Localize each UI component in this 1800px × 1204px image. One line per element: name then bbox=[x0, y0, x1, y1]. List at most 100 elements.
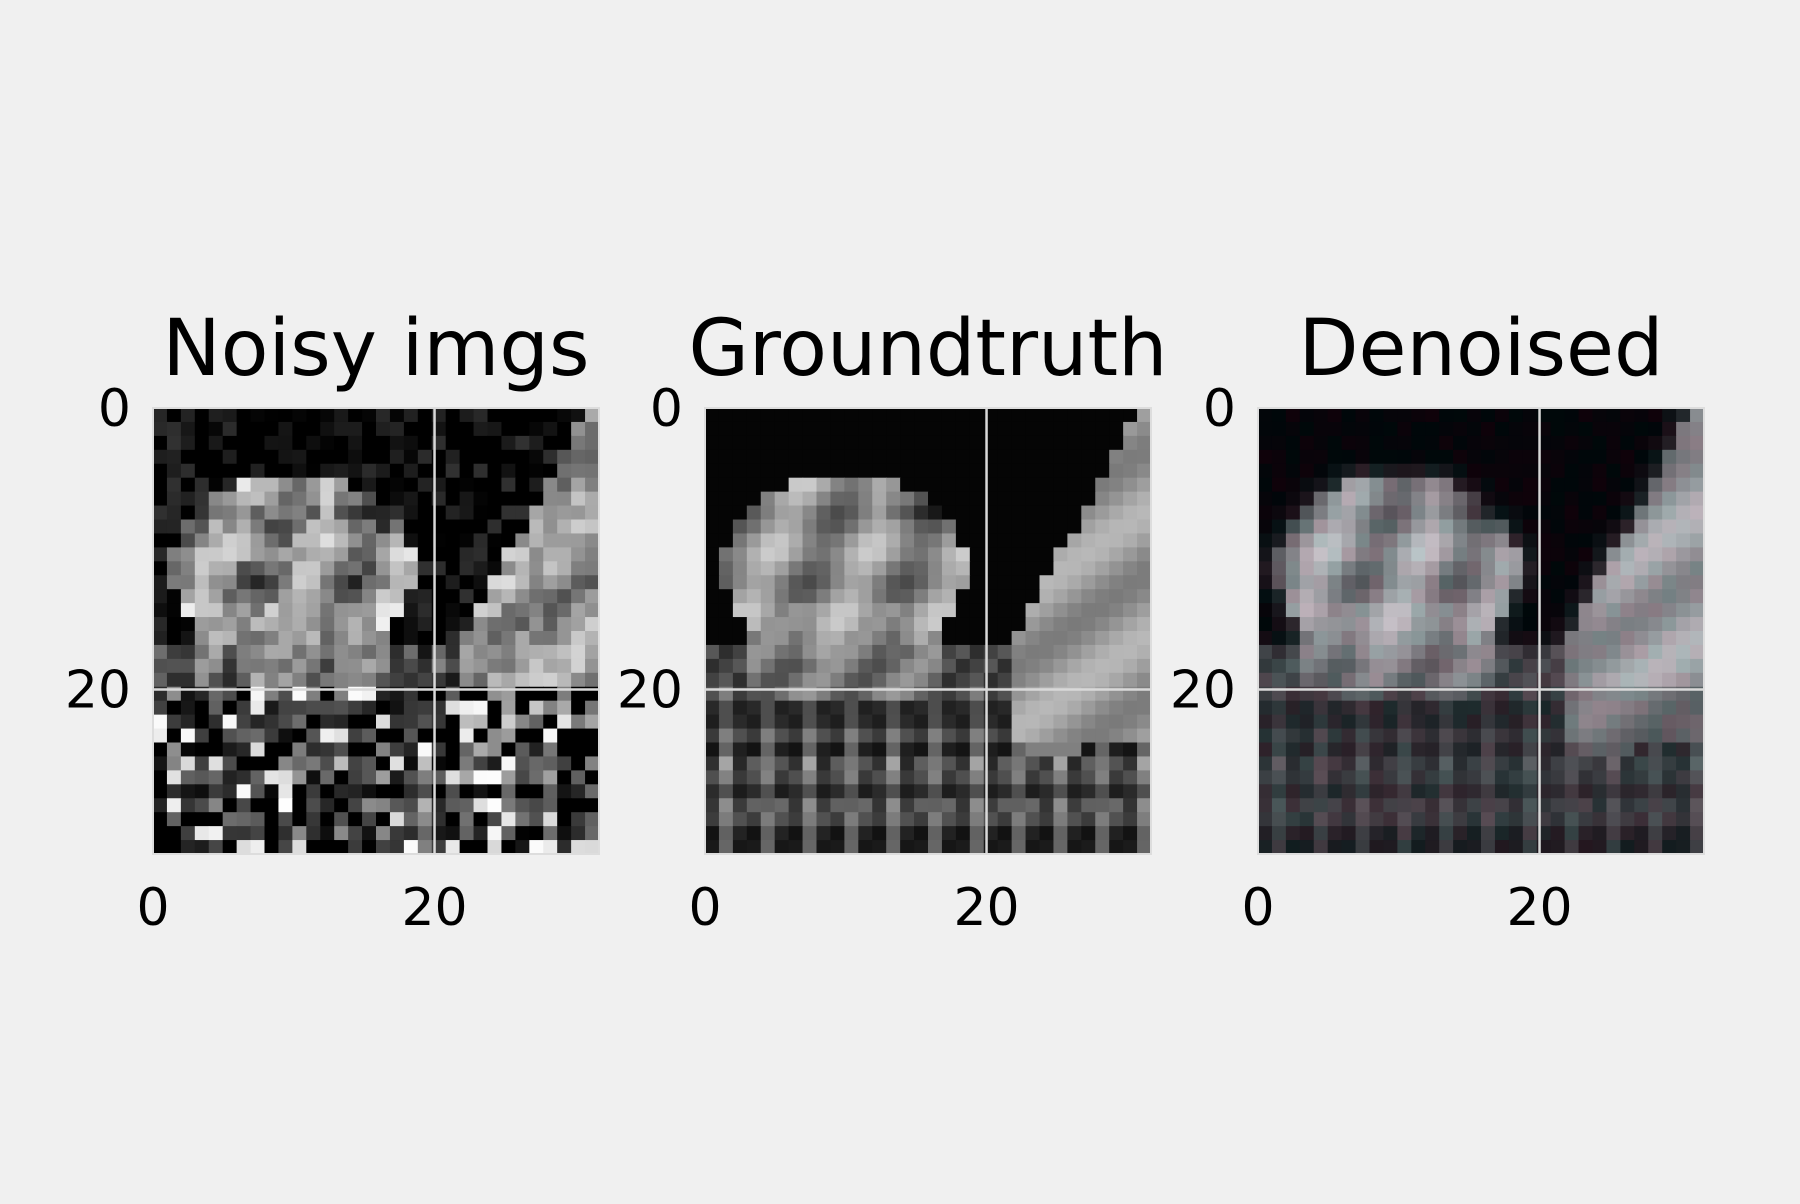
pixel bbox=[1081, 519, 1096, 535]
pixel bbox=[1053, 770, 1068, 785]
pixel bbox=[194, 658, 210, 674]
pixel bbox=[1067, 840, 1082, 855]
pixel bbox=[194, 519, 210, 535]
pixel bbox=[844, 449, 859, 465]
pixel bbox=[858, 421, 873, 437]
pixel bbox=[236, 644, 252, 660]
pixel bbox=[389, 533, 405, 548]
y-tick-label: 0 bbox=[1203, 379, 1236, 439]
pixel bbox=[459, 561, 475, 576]
pixel bbox=[543, 519, 558, 535]
pixel bbox=[802, 672, 818, 688]
pixel bbox=[732, 658, 748, 674]
pixel bbox=[348, 840, 363, 855]
pixel bbox=[802, 770, 818, 785]
pixel bbox=[1411, 449, 1426, 465]
pixel bbox=[969, 408, 985, 423]
pixel bbox=[1341, 617, 1357, 632]
pixel bbox=[1453, 714, 1468, 730]
pixel bbox=[1299, 742, 1315, 758]
pixel bbox=[1550, 812, 1566, 827]
pixel bbox=[1271, 575, 1287, 590]
pixel bbox=[473, 700, 489, 716]
pixel bbox=[320, 617, 335, 632]
pixel bbox=[872, 631, 887, 646]
pixel bbox=[180, 798, 196, 813]
pixel bbox=[403, 658, 419, 674]
pixel bbox=[1620, 840, 1635, 855]
pixel bbox=[473, 770, 489, 785]
pixel bbox=[1053, 491, 1068, 507]
pixel bbox=[1676, 644, 1691, 660]
pixel bbox=[417, 770, 433, 785]
pixel bbox=[774, 505, 790, 521]
pixel bbox=[1508, 617, 1524, 632]
pixel bbox=[1648, 533, 1663, 548]
pixel bbox=[529, 435, 544, 451]
pixel bbox=[487, 421, 503, 437]
pixel bbox=[529, 561, 544, 576]
pixel bbox=[1662, 589, 1677, 604]
pixel bbox=[1550, 742, 1566, 758]
pixel bbox=[1676, 714, 1691, 730]
pixel bbox=[445, 784, 461, 799]
pixel bbox=[1355, 728, 1371, 744]
pixel bbox=[872, 491, 887, 507]
pixel bbox=[1564, 408, 1580, 423]
pixel bbox=[348, 812, 363, 827]
pixel bbox=[208, 561, 224, 576]
pixel bbox=[320, 798, 335, 813]
pixel bbox=[571, 742, 586, 758]
pixel bbox=[1397, 477, 1412, 493]
pixel bbox=[830, 728, 845, 744]
pixel bbox=[1453, 728, 1468, 744]
pixel bbox=[1285, 533, 1301, 548]
pixel bbox=[1355, 700, 1371, 716]
pixel bbox=[1578, 631, 1594, 646]
pixel bbox=[1011, 477, 1027, 493]
pixel bbox=[334, 575, 349, 590]
pixel bbox=[914, 756, 929, 771]
pixel bbox=[166, 742, 182, 758]
pixel bbox=[222, 658, 238, 674]
pixel bbox=[166, 756, 182, 771]
pixel bbox=[1053, 672, 1068, 688]
pixel bbox=[376, 798, 391, 813]
pixel bbox=[830, 840, 845, 855]
pixel bbox=[501, 561, 516, 576]
pixel bbox=[1271, 491, 1287, 507]
pixel bbox=[1081, 658, 1096, 674]
pixel bbox=[389, 728, 405, 744]
pixel bbox=[1397, 449, 1412, 465]
pixel bbox=[1592, 770, 1608, 785]
pixel bbox=[1425, 840, 1440, 855]
pixel bbox=[900, 449, 915, 465]
pixel bbox=[1039, 742, 1055, 758]
pixel bbox=[1662, 519, 1677, 535]
pixel bbox=[1095, 603, 1110, 618]
pixel bbox=[1011, 826, 1027, 841]
pixel bbox=[900, 589, 915, 604]
pixel bbox=[278, 644, 293, 660]
pixel bbox=[306, 644, 321, 660]
pixel bbox=[1313, 770, 1329, 785]
pixel bbox=[1271, 408, 1287, 423]
pixel bbox=[830, 617, 845, 632]
pixel bbox=[718, 491, 734, 507]
pixel bbox=[1137, 756, 1152, 771]
pixel bbox=[166, 449, 182, 465]
pixel bbox=[180, 449, 196, 465]
pixel bbox=[872, 700, 887, 716]
pixel bbox=[872, 435, 887, 451]
pixel bbox=[501, 784, 516, 799]
pixel bbox=[802, 477, 818, 493]
pixel bbox=[557, 421, 572, 437]
pixel bbox=[1039, 533, 1055, 548]
pixel bbox=[1592, 421, 1608, 437]
pixel bbox=[1481, 812, 1496, 827]
pixel bbox=[718, 826, 734, 841]
pixel bbox=[306, 631, 321, 646]
pixel bbox=[417, 826, 433, 841]
pixel bbox=[858, 658, 873, 674]
pixel bbox=[1634, 603, 1649, 618]
